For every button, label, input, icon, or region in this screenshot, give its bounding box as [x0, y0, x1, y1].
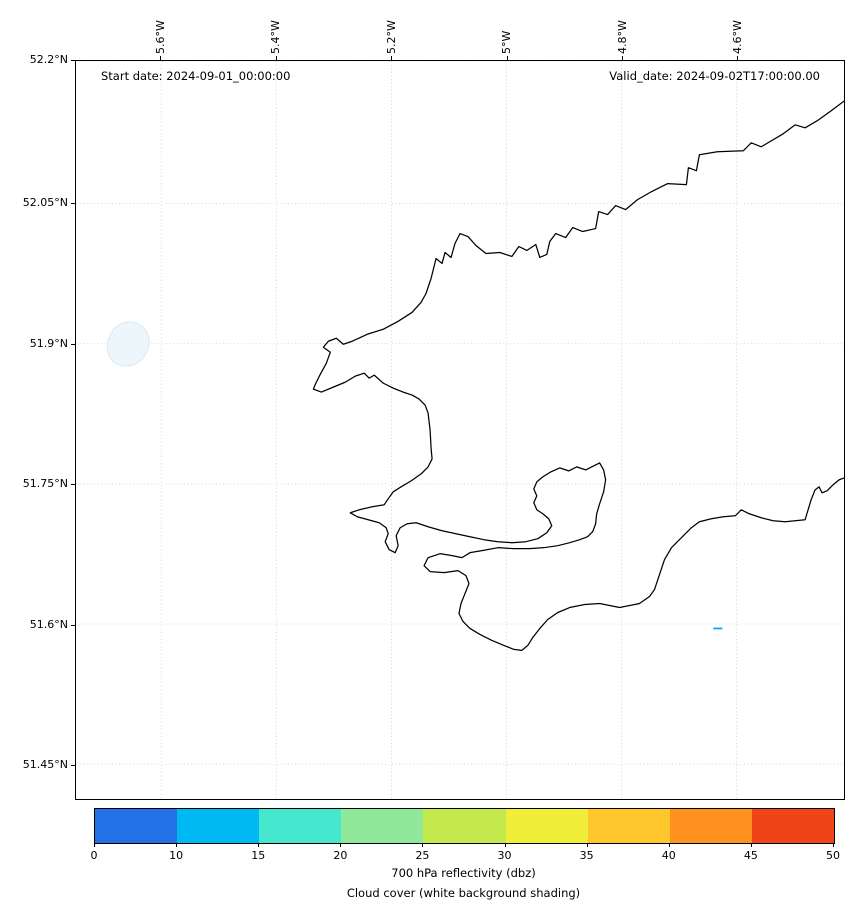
- y-tick-label: 52.2°N: [29, 53, 68, 66]
- colorbar-tick-mark: [422, 843, 424, 847]
- colorbar: [94, 808, 835, 844]
- x-tick-label: 4.6°W: [730, 20, 744, 54]
- graticule-gridlines: [76, 61, 844, 799]
- map-canvas: [76, 61, 844, 799]
- y-tick-mark: [71, 624, 75, 626]
- colorbar-label: 700 hPa reflectivity (dbz): [391, 866, 536, 880]
- colorbar-tick-mark: [668, 843, 670, 847]
- coastline: [312, 100, 844, 652]
- x-tick-mark: [622, 56, 623, 60]
- y-tick-mark: [71, 765, 75, 766]
- colorbar-tick-label: 15: [251, 849, 266, 862]
- colorbar-tick-label: 20: [333, 849, 348, 862]
- colorbar-tick-mark: [750, 843, 752, 847]
- y-tick-mark: [71, 203, 75, 204]
- colorbar-tick-label: 50: [826, 849, 840, 862]
- colorbar-segment: [669, 809, 752, 843]
- x-tick-label: 5.4°W: [269, 20, 283, 54]
- colorbar-segment: [423, 809, 506, 843]
- x-tick-mark: [737, 56, 739, 60]
- colorbar-tick-label: 35: [579, 849, 594, 862]
- x-tick-mark: [506, 56, 508, 60]
- colorbar-sublabel: Cloud cover (white background shading): [346, 886, 581, 900]
- colorbar-segment: [341, 809, 424, 843]
- colorbar-tick-mark: [258, 843, 260, 847]
- valid-date-label: Valid_date: 2024-09-02T17:00:00.00: [609, 69, 820, 83]
- x-tick-mark: [160, 56, 162, 60]
- colorbar-tick-mark: [94, 843, 95, 847]
- colorbar-tick-label: 0: [90, 849, 98, 862]
- colorbar-tick-mark: [340, 843, 342, 847]
- x-tick-label: 4.8°W: [615, 20, 629, 54]
- x-tick-label: 5.6°W: [153, 20, 167, 54]
- colorbar-tick-label: 10: [169, 849, 184, 862]
- y-tick-mark: [71, 343, 75, 345]
- colorbar-tick-mark: [176, 843, 178, 847]
- y-tick-label: 52.05°N: [22, 196, 68, 209]
- colorbar-tick-label: 40: [661, 849, 676, 862]
- x-tick-label: 5.2°W: [384, 20, 398, 54]
- y-tick-label: 51.75°N: [22, 477, 68, 490]
- colorbar-segment: [587, 809, 670, 843]
- start-date-label: Start date: 2024-09-01_00:00:00: [101, 69, 291, 83]
- colorbar-segment: [505, 809, 588, 843]
- y-tick-label: 51.6°N: [29, 617, 68, 631]
- x-tick-label: 5°W: [500, 30, 514, 54]
- y-tick-label: 51.9°N: [29, 336, 68, 350]
- y-tick-mark: [71, 60, 75, 61]
- map-plot-area: Start date: 2024-09-01_00:00:00 Valid_da…: [75, 60, 845, 800]
- y-tick-mark: [71, 484, 75, 485]
- colorbar-tick-mark: [586, 843, 588, 847]
- colorbar-segment: [751, 809, 834, 843]
- x-tick-mark: [275, 56, 277, 60]
- colorbar-tick-mark: [504, 843, 506, 847]
- colorbar-segment: [177, 809, 260, 843]
- y-tick-label: 51.45°N: [22, 758, 68, 771]
- colorbar-tick-label: 45: [743, 849, 758, 862]
- colorbar-tick-label: 30: [497, 849, 512, 862]
- x-tick-mark: [391, 56, 393, 60]
- colorbar-tick-label: 25: [415, 849, 430, 862]
- colorbar-tick-mark: [833, 843, 834, 847]
- colorbar-segment: [95, 809, 178, 843]
- cloud-shading-patch: [106, 321, 150, 367]
- colorbar-segment: [259, 809, 342, 843]
